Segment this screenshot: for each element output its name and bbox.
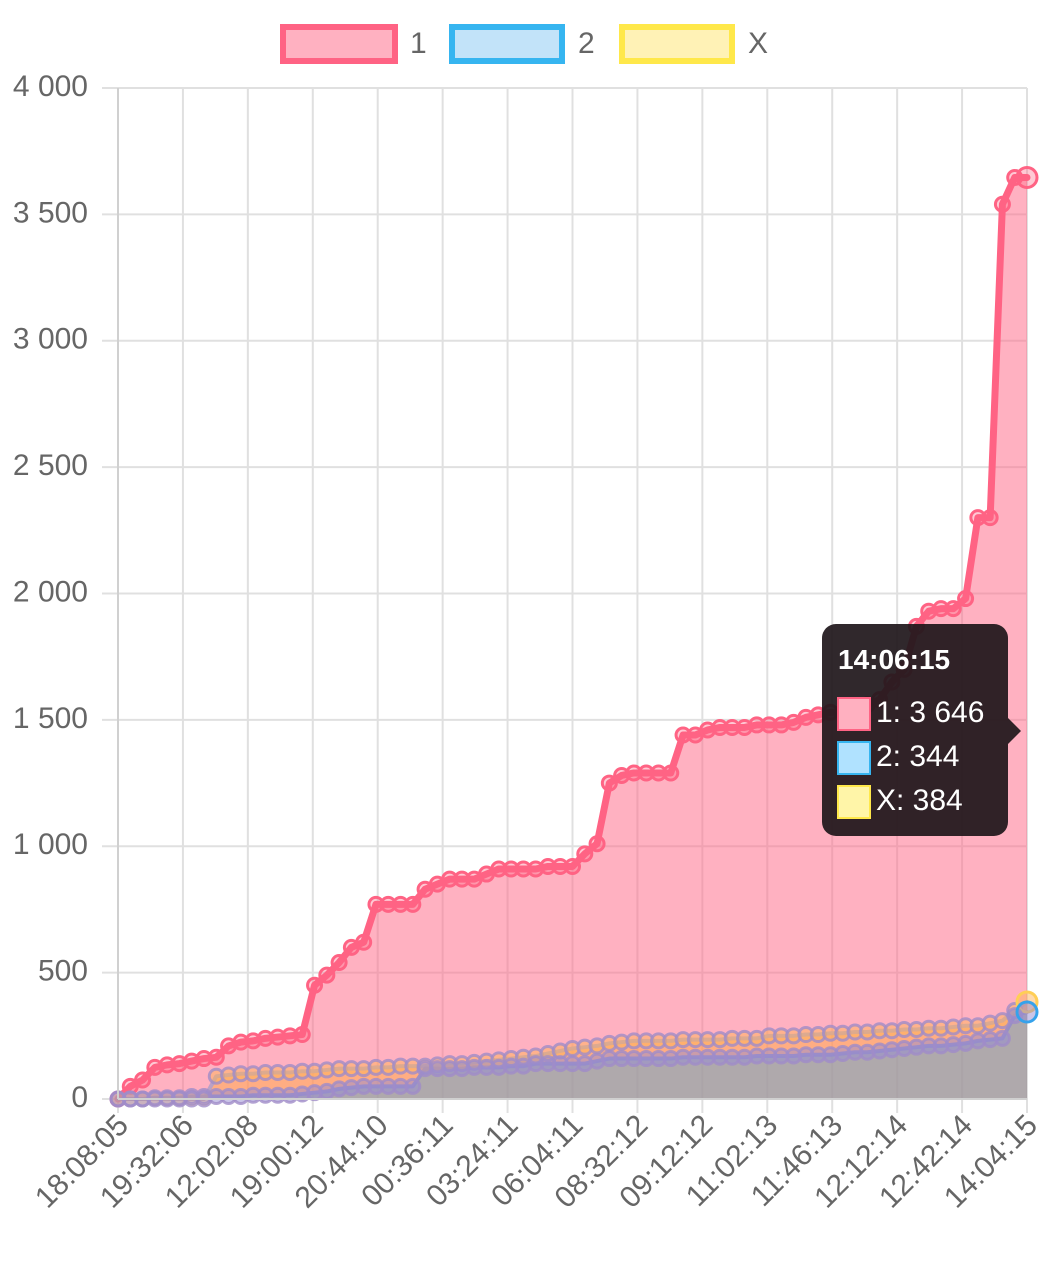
legend-swatch-2: [449, 24, 565, 64]
data-point-1: [993, 195, 1011, 213]
tooltip-title: 14:06:15: [838, 644, 950, 675]
tooltip-box: [822, 624, 1008, 836]
series-area-1: [118, 177, 1027, 1099]
data-point-1: [318, 966, 336, 984]
data-point-1: [760, 716, 778, 734]
y-tick-label: 0: [71, 1081, 88, 1114]
data-point-1: [981, 509, 999, 527]
legend-swatch-X: [619, 24, 735, 64]
data-point-1: [637, 764, 655, 782]
data-point-1: [453, 870, 471, 888]
data-point-1: [649, 764, 667, 782]
tooltip-swatch: [837, 697, 871, 731]
tooltip: 14:06:15 1: 3 646 2: 344 X: 384: [822, 624, 1021, 836]
data-point-1: [674, 726, 692, 744]
tooltip-swatch: [837, 785, 871, 819]
data-point-1: [551, 857, 569, 875]
axes: [117, 88, 1027, 1100]
y-tick-label: 2 000: [13, 575, 88, 608]
legend-item-X[interactable]: X: [619, 24, 768, 64]
data-point-1: [330, 954, 348, 972]
data-point-1: [490, 860, 508, 878]
data-point-1: [293, 1026, 311, 1044]
data-point-1: [269, 1028, 287, 1046]
data-point-1: [158, 1056, 176, 1074]
data-point-2: [404, 1077, 422, 1095]
tooltip-swatch: [837, 741, 871, 775]
data-point-1: [207, 1048, 225, 1066]
data-point-1: [969, 509, 987, 527]
data-point-1: [625, 764, 643, 782]
y-tick-label: 500: [38, 955, 88, 988]
data-point-1: [600, 774, 618, 792]
data-point-1: [932, 600, 950, 618]
data-point-1: [711, 718, 729, 736]
data-point-1: [748, 716, 766, 734]
data-point-1: [441, 870, 459, 888]
data-point-1: [957, 590, 975, 608]
legend-label-X: X: [748, 27, 768, 60]
data-point-1: [723, 718, 741, 736]
data-point-1: [944, 600, 962, 618]
data-point-1: [502, 860, 520, 878]
data-point-2: [993, 1029, 1011, 1047]
data-point-1: [564, 857, 581, 875]
data-point-1: [576, 845, 594, 863]
series-points: [109, 165, 1039, 1108]
data-point-1: [514, 860, 532, 878]
data-point-1: [367, 895, 385, 913]
tooltip-line: X: 384: [876, 784, 963, 817]
tooltip-line: 2: 344: [876, 740, 959, 773]
data-point-1: [256, 1029, 274, 1047]
data-point-1: [355, 933, 373, 951]
data-point-1: [306, 976, 324, 994]
legend-label-2: 2: [578, 27, 595, 60]
data-point-1: [232, 1033, 250, 1051]
legend-label-1: 1: [410, 27, 427, 60]
y-tick-label: 2 500: [13, 449, 88, 482]
y-tick-label: 4 000: [13, 70, 88, 103]
legend-item-2[interactable]: 2: [449, 24, 595, 64]
data-point-1: [588, 835, 606, 853]
data-point-1: [134, 1071, 152, 1089]
data-point-1: [281, 1027, 299, 1045]
series-area-2: [118, 1012, 1027, 1099]
tooltip-line: 1: 3 646: [876, 696, 984, 729]
tooltip-caret: [1008, 718, 1021, 744]
data-point-1: [1015, 165, 1039, 189]
y-tick-label: 3 000: [13, 323, 88, 356]
x-axis-ticks: 18:08:0519:32:0612:02:0819:00:1220:44:10…: [29, 1109, 1044, 1215]
y-tick-label: 1 000: [13, 828, 88, 861]
data-point-2: [1015, 1000, 1039, 1024]
data-point-1: [539, 857, 557, 875]
legend-swatch-1: [280, 24, 398, 64]
legend[interactable]: 1 2 X: [280, 24, 768, 64]
data-point-1: [379, 895, 397, 913]
y-tick-label: 1 500: [13, 702, 88, 735]
data-point-1: [195, 1050, 213, 1068]
legend-item-1[interactable]: 1: [280, 24, 427, 64]
y-axis-ticks: 0 500 1 000 1 500 2 000 2 500 3 000 3 500 4 000: [13, 70, 88, 1114]
data-point-1: [392, 895, 410, 913]
data-point-1: [404, 895, 422, 913]
data-point-1: [662, 764, 680, 782]
y-tick-label: 3 500: [13, 196, 88, 229]
